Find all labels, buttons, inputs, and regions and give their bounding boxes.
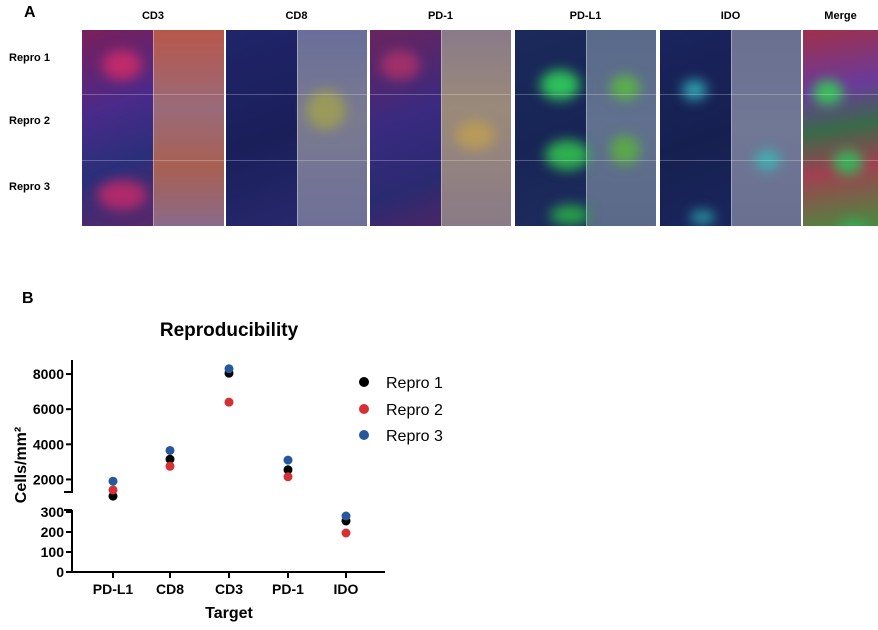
y-axis-label: Cells/mm² <box>13 427 30 503</box>
x-axis-label: Target <box>205 605 253 622</box>
data-point <box>108 491 118 501</box>
data-point <box>108 485 118 495</box>
data-point <box>283 465 293 475</box>
microscopy-image-ido <box>660 30 801 226</box>
column-header-cd8: CD8 <box>285 10 308 22</box>
x-tick-label: PD-L1 <box>93 581 134 597</box>
x-tick-label: IDO <box>334 581 359 597</box>
row-label-repro2: Repro 2 <box>9 115 50 127</box>
legend-marker <box>359 430 369 440</box>
axes: 2000 4000 6000 8000 0 100 200 300 PD-L1 CD8 CD3 PD-… <box>33 360 385 597</box>
chart-title: Reproducibility <box>160 320 299 341</box>
y-tick-label: 200 <box>41 524 65 540</box>
panel-a-label: A <box>24 4 36 21</box>
legend-marker <box>359 377 369 387</box>
data-points <box>108 364 351 538</box>
x-tick-label: CD8 <box>156 581 184 597</box>
microscopy-image-cd8 <box>226 30 367 226</box>
column-header-pd1: PD-1 <box>427 10 454 22</box>
x-tick-label: PD-1 <box>272 581 304 597</box>
panel-b-label: B <box>22 290 34 307</box>
legend-marker <box>359 404 369 414</box>
microscopy-image-pd1 <box>370 30 511 226</box>
data-point <box>165 461 175 471</box>
data-point <box>108 476 118 486</box>
y-tick-label: 4000 <box>33 436 64 452</box>
column-header-cd3: CD3 <box>141 10 164 22</box>
microscopy-image-pdl1 <box>515 30 656 226</box>
legend-label: Repro 1 <box>386 375 443 392</box>
data-point <box>165 454 175 464</box>
microscopy-image-merge <box>803 30 878 226</box>
data-point <box>283 472 293 482</box>
data-point <box>341 528 351 538</box>
legend-label: Repro 2 <box>386 402 443 419</box>
column-header-merge: Merge <box>824 10 857 22</box>
data-point <box>165 445 175 455</box>
data-point <box>224 397 234 407</box>
legend-label: Repro 3 <box>386 428 443 445</box>
column-header-pdl1: PD-L1 <box>569 10 602 22</box>
data-point <box>283 455 293 465</box>
y-tick-label: 300 <box>41 504 65 520</box>
row-label-repro3: Repro 3 <box>9 181 50 193</box>
x-tick-label: CD3 <box>215 581 243 597</box>
y-tick-label: 0 <box>56 564 64 580</box>
y-tick-label: 6000 <box>33 401 64 417</box>
y-tick-label: 8000 <box>33 366 64 382</box>
row-label-repro1: Repro 1 <box>9 52 50 64</box>
data-point <box>224 364 234 374</box>
y-axis-label-text: Cells/mm² <box>13 427 30 503</box>
legend: Repro 1 Repro 2 Repro 3 <box>359 375 443 445</box>
microscopy-image-cd3 <box>82 30 224 226</box>
y-tick-label: 100 <box>41 544 65 560</box>
y-tick-label: 2000 <box>33 471 64 487</box>
data-point <box>341 511 351 521</box>
column-header-ido: IDO <box>720 10 741 22</box>
